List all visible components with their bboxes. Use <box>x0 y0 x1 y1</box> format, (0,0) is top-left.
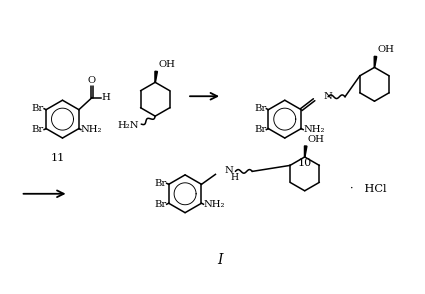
Text: Br: Br <box>254 104 266 113</box>
Text: H: H <box>102 93 110 102</box>
Text: ·   HCl: · HCl <box>349 184 386 194</box>
Text: 10: 10 <box>298 158 312 168</box>
Text: N: N <box>323 92 332 101</box>
Text: NH₂: NH₂ <box>303 125 325 134</box>
Text: H₂N: H₂N <box>118 121 139 130</box>
Text: NH₂: NH₂ <box>81 125 102 134</box>
Polygon shape <box>304 146 307 157</box>
Text: 11: 11 <box>51 153 65 163</box>
Text: N: N <box>224 166 233 175</box>
Text: O: O <box>88 76 96 85</box>
Polygon shape <box>155 71 157 82</box>
Text: OH: OH <box>158 60 175 69</box>
Text: Br: Br <box>254 125 266 134</box>
Text: NH₂: NH₂ <box>204 200 225 209</box>
Text: OH: OH <box>377 46 394 54</box>
Text: OH: OH <box>308 135 325 144</box>
Text: Br: Br <box>32 125 44 134</box>
Text: H: H <box>230 173 238 182</box>
Text: I: I <box>217 253 223 268</box>
Text: Br: Br <box>32 104 44 113</box>
Polygon shape <box>374 56 377 67</box>
Text: Br: Br <box>154 179 167 188</box>
Text: Br: Br <box>154 200 167 209</box>
